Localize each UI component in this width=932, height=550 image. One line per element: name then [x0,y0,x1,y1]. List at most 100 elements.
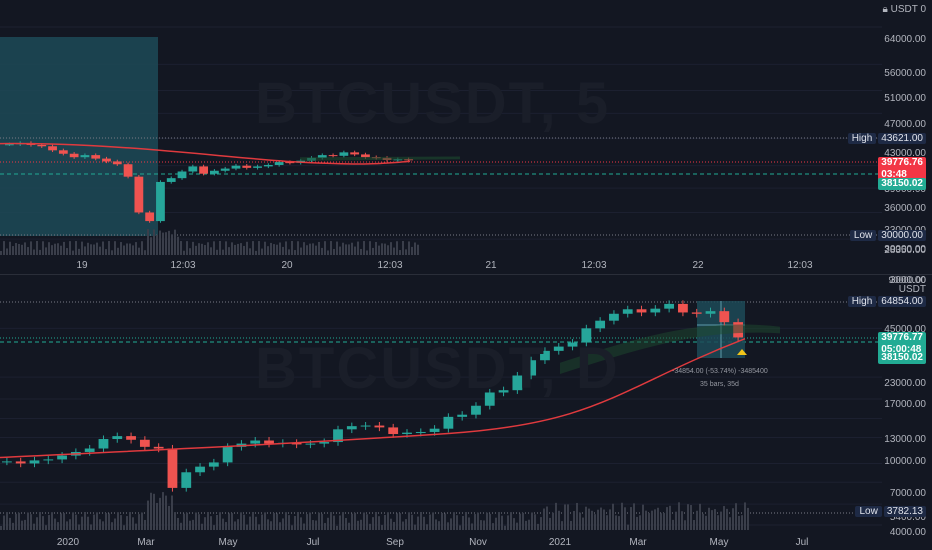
volume-bar [219,241,221,255]
bottom-y-tick: 10000.00 [884,456,926,467]
volume-bar [387,512,389,530]
bottom-chart-canvas[interactable] [0,275,932,550]
candle [274,162,284,165]
last-price: 39776.77 [881,332,923,343]
candle [404,159,413,161]
volume-bar [87,242,89,255]
volume-bar [438,521,440,530]
bottom-y-tick: 13000.00 [884,434,926,445]
volume-bar [558,510,560,530]
lock-icon[interactable]: 🔒︎ [882,4,888,15]
candle [57,455,67,460]
volume-bar [300,247,302,255]
volume-bar [357,520,359,530]
volume-bar [396,513,398,530]
high-label: High [847,296,877,307]
candle [37,144,47,147]
volume-bar [24,519,26,530]
candle [48,146,57,151]
measure-label-bars: 35 bars, 35d [700,381,739,388]
volume-bar [624,507,626,530]
bottom-x-tick: Jul [795,537,809,548]
candle [263,164,273,167]
volume-bar [384,514,386,530]
volume-bar [375,241,377,255]
volume-bar [165,232,167,255]
volume-bar [3,515,5,530]
candle [156,181,165,222]
volume-bar [351,242,353,255]
volume-bar [21,520,23,530]
bottom-y-tick: 3000.00 [889,275,926,286]
candle [80,155,90,158]
volume-bar [279,522,281,530]
volume-bar [453,512,455,530]
volume-bar [480,520,482,530]
volume-bar [108,513,110,530]
volume-bar [12,246,14,255]
volume-bar [198,243,200,255]
volume-bar [729,517,731,530]
volume-bar [153,229,155,255]
volume-bar [483,520,485,530]
volume-bar [633,503,635,530]
volume-bar [132,517,134,530]
top-chart-canvas[interactable] [0,0,932,274]
candle [210,170,219,174]
volume-bar [417,516,419,530]
volume-bar [354,246,356,255]
top-chart-pane[interactable]: BTCUSDT, 5 🔒︎ USDT 0 64000.00 56000.00 510… [0,0,932,274]
volume-bar [264,512,266,530]
candle [402,432,412,435]
volume-bar [105,249,107,255]
candle [231,165,241,169]
low-label: Low [855,506,882,517]
candle [112,436,123,440]
candle [512,375,523,391]
volume-bar [36,241,38,255]
bottom-bid-price-tag: 38150.02 [878,352,926,364]
bid-price: 38150.02 [881,352,923,363]
volume-bar [0,526,2,530]
top-y-tick: 30000.00 [884,244,926,255]
volume-bar [285,512,287,530]
volume-bar [369,241,371,255]
pane-separator[interactable] [0,274,932,275]
volume-bar [678,502,680,530]
volume-bar [171,495,173,530]
volume-bar [666,507,668,530]
volume-bar [288,249,290,255]
volume-bar [201,523,203,530]
volume-bar [348,244,350,255]
top-x-tick: 12:03 [377,260,403,271]
volume-bar [186,512,188,530]
candle [595,320,606,329]
volume-bar [474,514,476,530]
volume-bar [303,242,305,255]
volume-bar [141,512,143,530]
bottom-chart-pane[interactable]: BTCUSDT, D 90000.00 USDT 45000.00 23000.0… [0,275,932,550]
high-value: 64854.00 [878,296,926,307]
volume-bar [159,497,161,530]
volume-bar [312,520,314,530]
candle [166,178,176,182]
volume-bar [186,241,188,255]
candle [361,154,370,158]
volume-bar [27,247,29,255]
volume-bar [489,513,491,530]
volume-bar [345,518,347,530]
volume-bar [309,512,311,530]
volume-bar [147,500,149,530]
volume-bar [363,241,365,255]
volume-bar [183,250,185,255]
volume-bar [102,241,104,255]
volume-bar [111,522,113,530]
volume-bar [399,513,401,530]
volume-bar [177,236,179,255]
volume-bar [321,247,323,255]
volume-bar [180,522,182,530]
candle [5,144,14,146]
volume-bar [669,505,671,530]
volume-bar [222,249,224,255]
volume-bar [162,492,164,530]
